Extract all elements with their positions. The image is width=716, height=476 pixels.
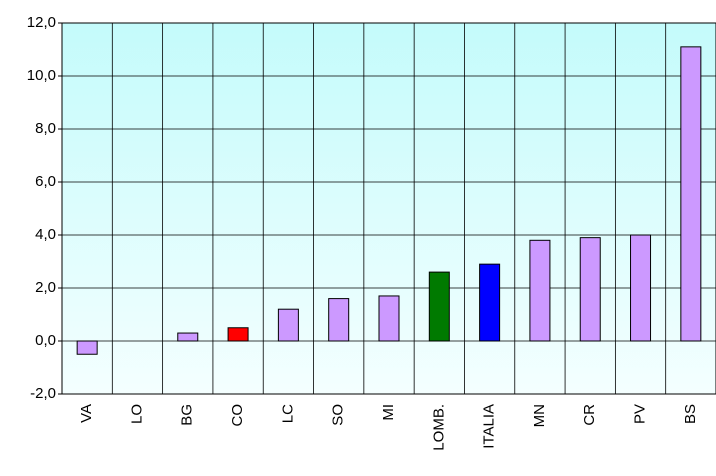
y-tick-label: 12,0 <box>27 14 56 31</box>
bar <box>328 298 350 342</box>
x-tick-label: VA <box>78 404 95 423</box>
x-tick-label: LC <box>279 404 296 423</box>
bar <box>277 308 299 342</box>
bar <box>428 271 450 342</box>
y-tick-label: 8,0 <box>35 120 56 137</box>
x-tick-label: CR <box>581 404 598 426</box>
bar <box>479 263 501 342</box>
y-tick-label: 6,0 <box>35 173 56 190</box>
x-tick-label: MN <box>531 404 548 427</box>
x-tick-label: CO <box>229 404 246 427</box>
y-tick-label: 2,0 <box>35 279 56 296</box>
bar <box>177 332 199 342</box>
x-tick-label: SO <box>330 404 347 426</box>
x-tick-label: ITALIA <box>481 404 498 449</box>
y-tick-label: 0,0 <box>35 332 56 349</box>
x-tick-label: LOMB. <box>430 404 447 451</box>
bar <box>579 237 601 342</box>
x-tick-label: PV <box>632 404 649 424</box>
y-tick-label: 10,0 <box>27 67 56 84</box>
bar <box>529 239 551 342</box>
bar <box>76 340 98 355</box>
x-tick-label: LO <box>128 404 145 424</box>
bar <box>378 295 400 342</box>
bar <box>630 234 652 342</box>
bar <box>680 46 702 342</box>
y-tick-label: 4,0 <box>35 226 56 243</box>
bar <box>227 327 249 342</box>
x-tick-label: BS <box>682 404 699 424</box>
y-tick-label: -2,0 <box>30 385 56 402</box>
x-tick-label: MI <box>380 404 397 421</box>
x-tick-label: BG <box>179 404 196 426</box>
